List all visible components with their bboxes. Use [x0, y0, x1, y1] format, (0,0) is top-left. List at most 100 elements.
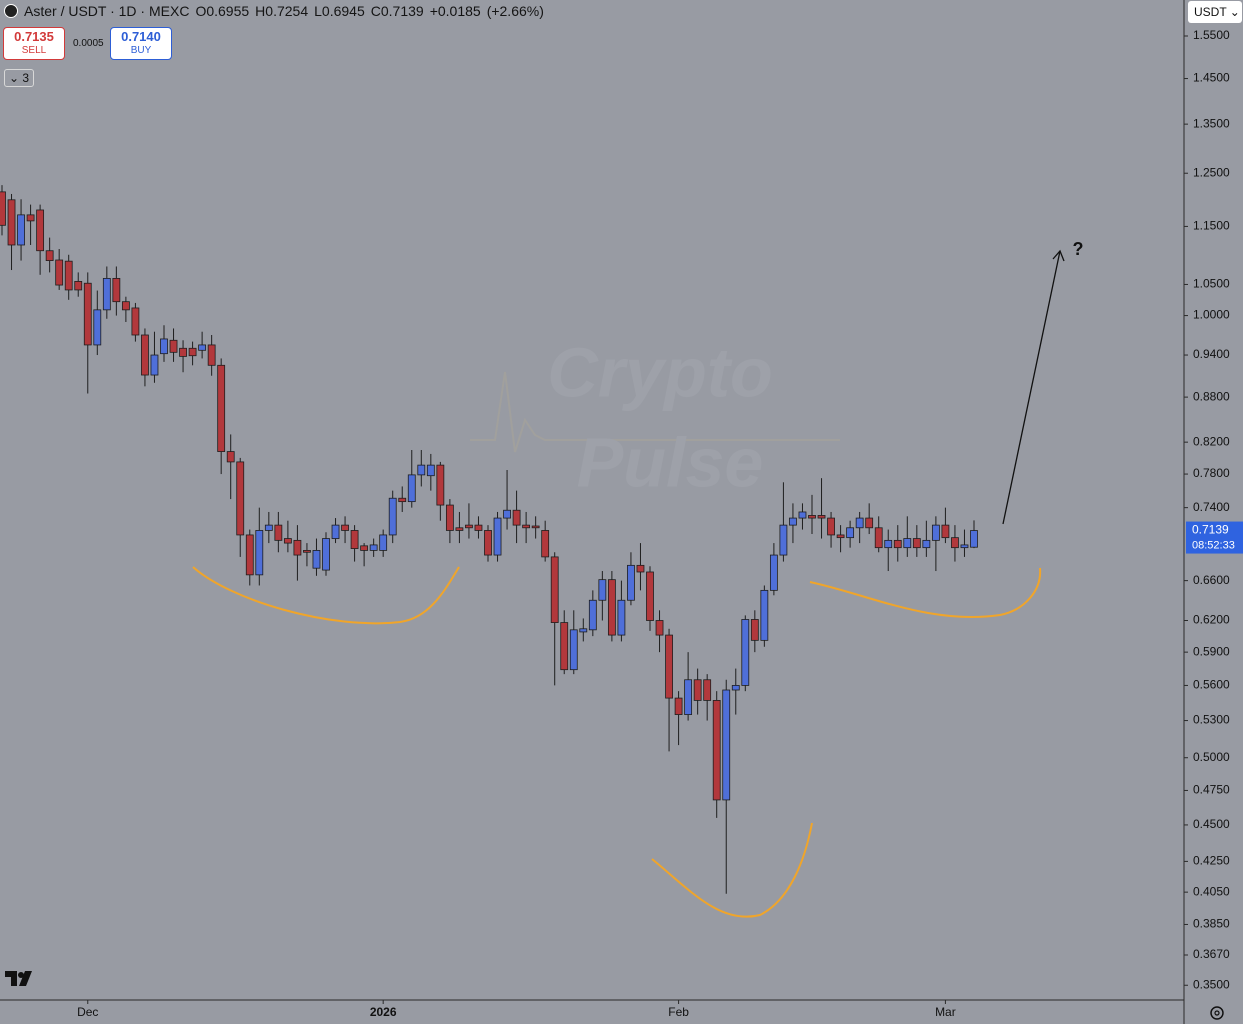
settings-icon[interactable] [1210, 1006, 1224, 1020]
y-tick-label: 0.3670 [1193, 947, 1230, 961]
buy-button[interactable]: 0.7140 BUY [110, 27, 172, 60]
y-tick-label: 0.5300 [1193, 713, 1230, 727]
ohlc-value: 0.7254 [265, 3, 309, 19]
y-tick-label: 0.4250 [1193, 854, 1230, 868]
x-tick-label: Feb [668, 1005, 689, 1019]
candle-body [922, 539, 931, 549]
candle-body [102, 277, 111, 311]
y-tick-label: 0.5000 [1193, 750, 1230, 764]
candle-body [588, 599, 597, 631]
y-tick-label: 1.3500 [1193, 116, 1230, 130]
candle-body [750, 619, 759, 641]
candle-body [484, 530, 492, 556]
candle-body [550, 556, 559, 623]
y-tick-label: 0.8800 [1193, 389, 1230, 403]
candle-body [827, 517, 835, 536]
symbol-header: Aster / USDT · 1D · MEXC O 0.6955 H 0.7254 L… [4, 3, 544, 19]
candle-body [417, 464, 426, 476]
candle-body [112, 277, 121, 303]
candle-body [0, 191, 6, 226]
annotation-curve [809, 567, 1042, 619]
candle-body [465, 524, 473, 529]
y-tick-label: 0.7400 [1193, 500, 1230, 514]
x-tick-label: Dec [77, 1005, 98, 1019]
candle-body [960, 544, 969, 549]
candle-body [312, 550, 321, 569]
logo-dot [18, 972, 24, 978]
candle-body [293, 539, 302, 556]
ohlc-prefix: L [314, 3, 322, 19]
indicators-toggle[interactable]: ⌄ 3 [4, 69, 34, 87]
candle-body [283, 538, 292, 544]
candle-body [379, 534, 388, 551]
candle-body [893, 539, 902, 549]
y-tick-label: 0.8200 [1193, 434, 1230, 448]
candle-body [817, 515, 826, 519]
candle-body [903, 538, 912, 549]
candle-body [712, 700, 721, 801]
candle-body [779, 524, 788, 556]
candle-body [541, 530, 550, 558]
candle-body [931, 524, 940, 541]
buy-label: BUY [130, 45, 152, 56]
candle-body [522, 524, 531, 529]
candle-body [274, 524, 283, 541]
candle-body [226, 451, 235, 463]
candle-body [607, 579, 616, 636]
candle-body [74, 281, 83, 291]
annotation-curve [651, 822, 813, 918]
ohlc-prefix: C [370, 3, 381, 19]
candle-body [798, 511, 807, 519]
candle-body [303, 550, 311, 553]
candle-body [684, 679, 693, 715]
candle-body [665, 634, 673, 699]
annotation-arrowhead [1052, 249, 1065, 262]
candle-body [245, 534, 254, 576]
candle-body [179, 347, 187, 357]
candle-body [493, 517, 502, 556]
y-tick-label: 0.5600 [1193, 678, 1230, 692]
candle-body [398, 497, 407, 503]
ohlc-value: 0.6955 [206, 3, 250, 19]
y-tick-label: 0.7800 [1193, 466, 1230, 480]
candle-body [169, 339, 178, 353]
candle-body [455, 527, 464, 531]
change-pct: (+2.66%) [486, 3, 544, 19]
candle-body [322, 538, 330, 571]
candle-body [655, 620, 664, 636]
candle-body [503, 509, 511, 519]
settings-gear[interactable] [1210, 1006, 1224, 1020]
settings-gear-hub[interactable] [1214, 1010, 1220, 1016]
candle-body [369, 544, 378, 551]
candle-body [64, 260, 73, 291]
currency-select[interactable]: USDT ⌄ [1188, 1, 1242, 23]
sell-button[interactable]: 0.7135 SELL [3, 27, 65, 60]
y-tick-label: 1.5500 [1193, 28, 1230, 42]
y-tick-label: 1.0500 [1193, 277, 1230, 291]
candle-body [531, 525, 540, 529]
logo [5, 971, 32, 986]
candle-body [350, 530, 359, 549]
candle-body [760, 589, 769, 641]
ohlc-value: 0.7139 [380, 3, 424, 19]
candle-body [617, 599, 626, 636]
ohlc-prefix: O [195, 3, 207, 19]
candle-body [808, 515, 816, 519]
candle-body [407, 474, 416, 503]
candle-body [17, 214, 25, 246]
candle-body [217, 364, 226, 452]
candle-body [436, 464, 445, 506]
buy-price: 0.7140 [121, 29, 161, 44]
candle-body [741, 619, 750, 686]
y-tick-label: 0.5900 [1193, 644, 1230, 658]
symbol-title[interactable]: Aster / USDT · 1D · MEXC [24, 3, 190, 19]
currency: USDT [1194, 5, 1227, 19]
candle-body [150, 354, 159, 376]
candle-body [445, 504, 454, 531]
y-tick-label: 0.4050 [1193, 884, 1230, 898]
candle-body [26, 214, 35, 222]
candle-body [865, 517, 874, 529]
candle-body [703, 679, 712, 701]
